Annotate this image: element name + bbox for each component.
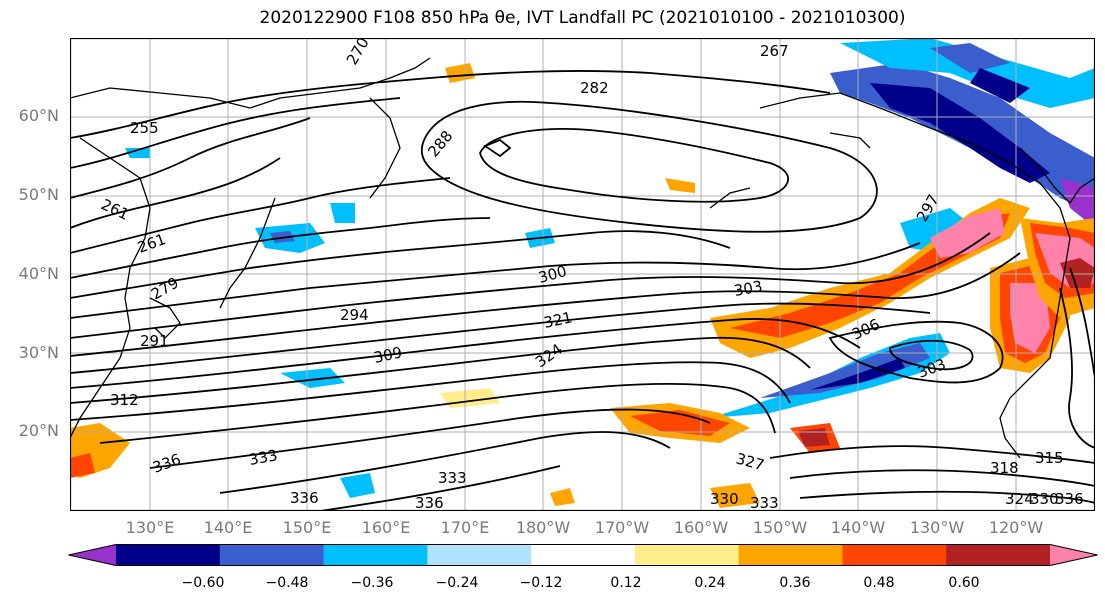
lat-label: 60°N (18, 106, 59, 125)
contour-label: 303 (733, 277, 764, 300)
contour-label: 309 (372, 343, 404, 367)
colorbar-segment (219, 544, 325, 566)
contour-label: 315 (1035, 449, 1064, 467)
contour-label: 318 (990, 459, 1019, 477)
contour-label: 324 (532, 340, 566, 371)
map-panel: 270 267 282 255 288 261 261 279 300 294 … (70, 38, 1095, 511)
colorbar-tick-label: −0.36 (350, 575, 394, 591)
lat-label: 20°N (18, 421, 59, 440)
contour-label: 282 (580, 79, 609, 97)
colorbar-extend-max (1050, 544, 1098, 566)
lon-label: 160°E (361, 518, 411, 537)
contour-label: 300 (536, 262, 568, 287)
colorbar-tick-label: −0.60 (181, 575, 225, 591)
map-frame (70, 38, 1095, 511)
contour-label: 312 (110, 391, 139, 409)
lon-label: 180°W (515, 518, 571, 537)
lon-label: 150°E (282, 518, 332, 537)
plot-title: 2020122900 F108 850 hPa θe, IVT Landfall… (259, 8, 906, 28)
grid-lines (70, 38, 1095, 511)
contour-label: 294 (340, 306, 369, 324)
contour-label: 270 (343, 38, 373, 68)
lon-label: 130°E (125, 518, 175, 537)
contour-label: 261 (98, 195, 132, 223)
contour-label: 333 (438, 469, 467, 487)
contour-label: 255 (130, 119, 159, 137)
contour-label: 324 (1005, 490, 1034, 508)
lat-label: 30°N (18, 343, 59, 362)
contour-label: 336 (290, 489, 319, 507)
colorbar-segment (842, 544, 947, 566)
colorbar (68, 544, 1098, 566)
contour-label: 291 (140, 332, 169, 350)
colorbar-tick-label: 0.12 (610, 575, 642, 591)
lon-label: 160°W (673, 518, 729, 537)
colorbar-tick-label: 0.36 (779, 575, 811, 591)
colorbar-segment (738, 544, 843, 566)
colorbar-segment (946, 544, 1051, 566)
contour-label: 333 (248, 446, 279, 469)
contour-label: 336 (1055, 490, 1084, 508)
contour-label: 330 (1030, 490, 1059, 508)
lon-label: 140°E (203, 518, 253, 537)
lon-label: 120°W (988, 518, 1044, 537)
colorbar-tick-label: −0.24 (435, 575, 479, 591)
contour-label: 330 (710, 490, 739, 508)
lon-label: 170°W (594, 518, 650, 537)
contour-label: 336 (150, 450, 183, 477)
colorbar-tick-label: −0.12 (519, 575, 563, 591)
colorbar-tick-label: 0.24 (694, 575, 726, 591)
colorbar-segment (634, 544, 740, 566)
colorbar-outline (68, 544, 1098, 566)
contour-label: 327 (734, 449, 766, 474)
contour-label: 321 (542, 308, 574, 332)
colorbar-segment (323, 544, 428, 566)
lon-label: 150°W (752, 518, 808, 537)
lon-label: 130°W (909, 518, 965, 537)
colorbar-segment (531, 544, 636, 566)
lat-label: 50°N (18, 185, 59, 204)
lon-label: 170°E (440, 518, 490, 537)
contour-label: 336 (415, 494, 444, 511)
colorbar-extend-min (68, 544, 116, 566)
colorbar-segment (427, 544, 532, 566)
lat-label: 40°N (18, 264, 59, 283)
contour-label: 267 (760, 42, 789, 60)
colorbar-tick-label: 0.60 (948, 575, 980, 591)
colorbar-tick-label: 0.48 (863, 575, 895, 591)
colorbar-tick-label: −0.48 (265, 575, 309, 591)
colorbar-segment (116, 544, 221, 566)
lon-label: 140°W (830, 518, 886, 537)
contour-label: 261 (135, 230, 168, 257)
theta-e-contours (70, 70, 1095, 511)
contour-label: 333 (750, 494, 779, 511)
shading-layer (70, 38, 1095, 508)
